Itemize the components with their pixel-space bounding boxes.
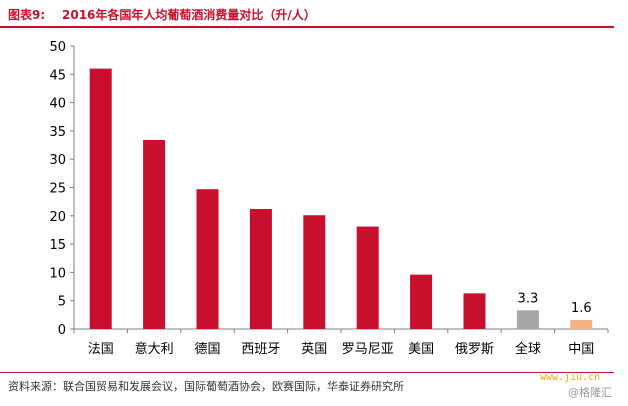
- category-label: 意大利: [135, 341, 174, 357]
- bar: [303, 215, 326, 329]
- figure-header: 图表9: 2016年各国年人均葡萄酒消费量对比（升/人）: [0, 0, 614, 28]
- category-labels: 法国 意大利 德国 西班牙 英国 罗马尼亚 美国 俄罗斯 全球 中国: [88, 341, 595, 357]
- watermark-brand: @格隆汇: [568, 386, 612, 399]
- bar-chart: 0 5 10 15 20 25 30 35 40 45 50 法国 意大利 德国 西班牙 英国 罗马尼亚 美国 俄…: [49, 40, 609, 357]
- y-tick-label: 15: [49, 238, 66, 253]
- y-tick-label: 50: [49, 40, 66, 55]
- y-tick-label: 35: [49, 125, 66, 140]
- bar: [463, 293, 486, 329]
- y-axis: 0 5 10 15 20 25 30 35 40 45 50: [49, 40, 75, 338]
- bar: [410, 274, 433, 329]
- data-label: 1.6: [571, 301, 592, 316]
- bar: [196, 189, 219, 329]
- y-tick-label: 40: [49, 97, 66, 112]
- data-labels: 3.3 1.6: [518, 291, 592, 316]
- bar: [143, 139, 166, 329]
- y-tick-label: 20: [49, 210, 66, 225]
- header-divider: [0, 26, 614, 28]
- y-tick-label: 0: [58, 323, 66, 338]
- y-tick-label: 5: [58, 295, 66, 310]
- bar: [570, 319, 593, 329]
- y-tick-label: 25: [49, 182, 66, 197]
- y-tick-label: 10: [49, 266, 66, 281]
- bar: [249, 209, 272, 329]
- category-label: 西班牙: [241, 342, 280, 357]
- category-label: 美国: [408, 342, 434, 357]
- category-label: 德国: [194, 342, 220, 357]
- source-note: 资料来源：联合国贸易和发展会议，国际葡萄酒协会，欧赛国际，华泰证券研究所: [8, 380, 404, 393]
- bar: [89, 68, 112, 329]
- bars: [89, 68, 593, 329]
- figure-label: 图表9:: [8, 8, 46, 22]
- y-tick-label: 45: [49, 68, 66, 83]
- footer-divider: [0, 372, 614, 373]
- category-label: 法国: [88, 342, 114, 357]
- watermark-url: www.jiu.cn: [540, 372, 601, 383]
- category-label: 俄罗斯: [455, 342, 494, 357]
- chart-title: 2016年各国年人均葡萄酒消费量对比（升/人）: [62, 8, 316, 22]
- category-label: 中国: [568, 342, 594, 357]
- category-label: 全球: [515, 341, 541, 357]
- x-axis: [73, 328, 609, 333]
- category-label: 罗马尼亚: [342, 342, 394, 357]
- bar: [356, 226, 379, 329]
- bar: [516, 310, 539, 329]
- category-label: 英国: [301, 342, 327, 357]
- y-tick-label: 30: [49, 153, 66, 168]
- data-label: 3.3: [518, 291, 539, 306]
